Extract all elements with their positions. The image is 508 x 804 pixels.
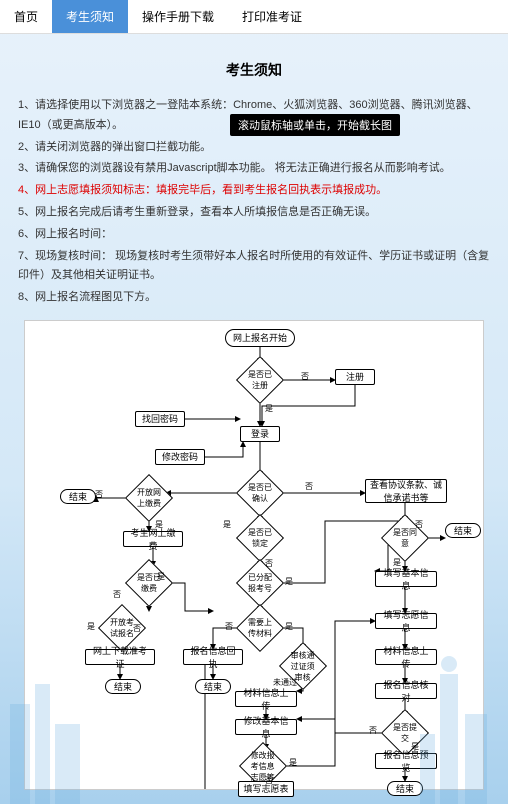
flow-node-end3: 结束 xyxy=(195,679,231,694)
flow-label: 否 xyxy=(265,775,273,786)
flow-label: 是 xyxy=(393,557,401,568)
flow-node-start: 网上报名开始 xyxy=(225,329,295,347)
flow-label: 是 xyxy=(87,621,95,632)
flow-node-end2: 结束 xyxy=(105,679,141,694)
notice-item: 6、网上报名时间： xyxy=(18,225,490,245)
flow-label: 是 xyxy=(289,757,297,768)
flow-node-findpwd: 找回密码 xyxy=(135,411,185,427)
flow-node-d_reg: 是否已注册 xyxy=(236,356,284,404)
flow-label: 否 xyxy=(369,725,377,736)
flow-node-end4: 结束 xyxy=(445,523,481,538)
notice-item: 5、网上报名完成后请考生重新登录，查看本人所填报信息是否正确无误。 xyxy=(18,203,490,223)
nav-manual[interactable]: 操作手册下载 xyxy=(128,0,228,33)
flow-node-end5: 结束 xyxy=(387,781,423,796)
notice-item: 8、网上报名流程图见下方。 xyxy=(18,288,490,308)
nav-print[interactable]: 打印准考证 xyxy=(228,0,316,33)
flow-node-upload2: 材料信息上传 xyxy=(235,691,297,707)
flow-label: 是 xyxy=(411,741,419,752)
screenshot-tooltip: 滚动鼠标轴或单击，开始截长图 xyxy=(230,114,400,136)
flow-label: 否 xyxy=(113,589,121,600)
page-title: 考生须知 xyxy=(18,60,490,80)
flow-node-modpwd: 修改密码 xyxy=(155,449,205,465)
flow-label: 否 xyxy=(301,371,309,382)
flow-node-receipt: 报名信息回执 xyxy=(183,649,243,665)
flow-label: 否 xyxy=(265,558,273,569)
flow-node-d_paid: 是否已缴费 xyxy=(125,559,173,607)
flow-node-d_confirm: 是否已确认 xyxy=(236,469,284,517)
flowchart: 网上报名开始是否已注册 注册找回密码登录修改密码结束 开放网上缴费 是否已确认 查看协议… xyxy=(24,320,484,790)
flow-label: 是 xyxy=(157,571,165,582)
flow-node-pay: 考生网上缴费 xyxy=(123,531,183,547)
flow-node-check: 查看协议条款、诚信承诺书等 xyxy=(365,479,447,503)
notice-item: 2、请关闭浏览器的弹出窗口拦截功能。 xyxy=(18,138,490,158)
flow-node-modbasic: 修改基本信息 xyxy=(235,719,297,735)
content-area: 考生须知 1、请选择使用以下浏览器之一登陆本系统：Chrome、火狐浏览器、36… xyxy=(0,34,508,804)
flow-label: 是 xyxy=(285,621,293,632)
flow-node-preview: 报名信息预览 xyxy=(375,753,437,769)
flow-label: 是 xyxy=(285,576,293,587)
nav-home[interactable]: 首页 xyxy=(0,0,52,33)
flow-node-d_assign: 已分配报考号 xyxy=(236,559,284,607)
flow-label: 否 xyxy=(225,621,233,632)
flow-node-wish: 填写志愿信息 xyxy=(375,613,437,629)
flow-node-login: 登录 xyxy=(240,426,280,442)
flow-label: 是 xyxy=(155,519,163,530)
flow-label: 是 xyxy=(265,403,273,414)
flow-node-d_open: 开放网上缴费 xyxy=(125,474,173,522)
flow-label: 是 xyxy=(223,519,231,530)
flow-label: 否 xyxy=(415,519,423,530)
flow-node-download: 网上下载准考证 xyxy=(85,649,155,665)
nav-notice[interactable]: 考生须知 xyxy=(52,0,128,33)
flow-label: 否 xyxy=(95,489,103,500)
flow-label: 否 xyxy=(305,481,313,492)
flow-node-d_submit: 是否提交 xyxy=(381,709,429,757)
notice-item: 4、网上志愿填报须知标志：填报完毕后，看到考生报名回执表示填报成功。 xyxy=(18,181,490,201)
notice-item: 3、请确保您的浏览器设有禁用Javascript脚本功能。 将无法正确进行报名从… xyxy=(18,159,490,179)
flow-node-d_lock: 是否已锁定 xyxy=(236,514,284,562)
flow-node-upload_mat: 材料信息上传 xyxy=(375,649,437,665)
flow-node-d_upload: 需要上传材料 xyxy=(236,604,284,652)
flow-node-verify: 报名信息核对 xyxy=(375,683,437,699)
notice-item: 7、现场复核时间： 现场复核时考生须带好本人报名时所使用的有效证件、学历证书或证… xyxy=(18,247,490,287)
flow-node-register: 注册 xyxy=(335,369,375,385)
flow-label: 否 xyxy=(133,623,141,634)
top-nav: 首页 考生须知 操作手册下载 打印准考证 xyxy=(0,0,508,34)
flow-node-basic: 填写基本信息 xyxy=(375,571,437,587)
flow-node-end1: 结束 xyxy=(60,489,96,504)
